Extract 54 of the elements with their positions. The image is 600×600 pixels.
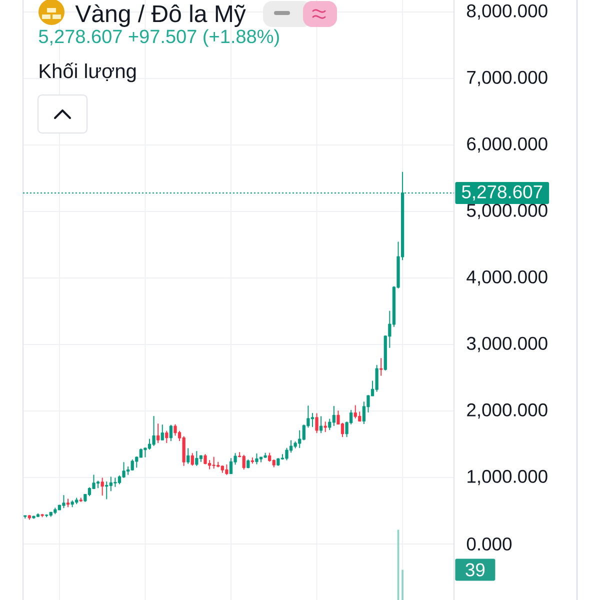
candlestick xyxy=(100,478,104,496)
y-tick-label: 6,000.000 xyxy=(467,137,548,153)
candlestick xyxy=(169,424,173,442)
candlestick xyxy=(152,416,156,446)
y-tick-label: 5,000.000 xyxy=(466,204,548,220)
candlestick xyxy=(156,423,160,444)
candlestick xyxy=(49,512,52,517)
y-tick-label: 2,000.000 xyxy=(467,403,548,419)
candlestick xyxy=(315,413,318,434)
candlestick xyxy=(165,430,168,444)
candlestick xyxy=(70,500,74,508)
candlestick xyxy=(199,455,203,462)
y-tick-label: 0.000 xyxy=(466,537,512,551)
candlestick xyxy=(190,453,194,466)
text: 5,278.607 +97.507 (+1.88%) xyxy=(38,29,279,47)
candlestick xyxy=(324,421,327,432)
chart-title: Khối lượng xyxy=(40,62,136,82)
y-tick-label: 4,000.000 xyxy=(466,270,548,286)
candlestick xyxy=(54,508,57,514)
candlestick xyxy=(259,456,263,462)
candlestick xyxy=(28,514,32,520)
ref-line-label: 5,278.607 xyxy=(462,185,542,201)
candlestick xyxy=(380,358,383,376)
y-tick-label: 7,000.000 xyxy=(467,70,548,86)
y-tick-label: 1,000.000 xyxy=(468,470,548,486)
candlestick xyxy=(246,459,250,468)
candlestick xyxy=(24,515,27,519)
y-tick-label: 8,000.000 xyxy=(467,4,548,20)
candlestick xyxy=(264,452,267,458)
text: 39 xyxy=(466,563,485,576)
candlestick xyxy=(319,416,323,434)
candlestick xyxy=(276,458,280,466)
y-tick-label: 3,000.000 xyxy=(466,336,548,352)
chart-title: Vàng / Đô la Mỹ xyxy=(75,4,246,27)
candlestick xyxy=(40,514,44,518)
candlestick xyxy=(375,364,378,392)
candlestick xyxy=(195,451,198,466)
candlestick xyxy=(62,494,66,508)
candlestick xyxy=(225,464,228,476)
candlestick xyxy=(36,513,40,518)
candlestick xyxy=(79,498,82,502)
candlestick xyxy=(114,478,117,487)
candlestick xyxy=(242,454,246,470)
candlestick xyxy=(255,453,258,464)
candlestick xyxy=(332,406,336,426)
candlestick xyxy=(130,459,134,471)
candlestick xyxy=(160,424,164,440)
candlestick xyxy=(32,516,36,519)
candlestick xyxy=(45,514,48,518)
candlestick xyxy=(250,457,254,464)
candlestick xyxy=(354,405,357,418)
candlestick xyxy=(186,448,190,464)
candlestick xyxy=(212,456,216,469)
candlestick xyxy=(66,498,70,508)
